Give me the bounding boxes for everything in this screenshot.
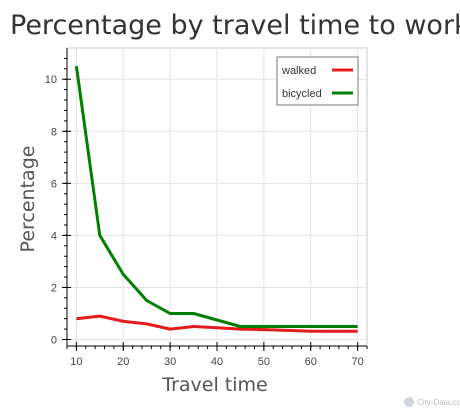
y-tick-label: 6	[51, 178, 57, 190]
chart-title: Percentage by travel time to work	[10, 10, 460, 41]
x-tick-label: 40	[211, 356, 223, 368]
x-tick-label: 30	[164, 356, 176, 368]
city-data-logo-icon	[404, 397, 414, 407]
legend-box	[276, 56, 359, 106]
x-tick-label: 20	[117, 356, 129, 368]
y-tick-label: 2	[51, 282, 57, 294]
x-tick-label: 60	[305, 356, 317, 368]
series-line-bicycled	[74, 65, 358, 328]
legend-label: bicycled	[282, 88, 322, 100]
y-axis-label: Percentage	[17, 146, 39, 253]
y-tick-label: 4	[51, 230, 57, 242]
y-tick-label: 8	[51, 126, 57, 138]
y-tick-label: 0	[51, 334, 57, 346]
series-line-walked	[76, 314, 358, 333]
x-tick-label: 50	[258, 356, 270, 368]
x-axis-label: Travel time	[161, 374, 267, 396]
x-tick-label: 10	[70, 356, 82, 368]
x-tick-label: 70	[352, 356, 364, 368]
legend-label: walked	[281, 65, 316, 77]
credit-watermark: City-Data.com	[404, 397, 460, 407]
y-tick-label: 10	[45, 74, 57, 86]
credit-text: City-Data.com	[417, 397, 460, 407]
